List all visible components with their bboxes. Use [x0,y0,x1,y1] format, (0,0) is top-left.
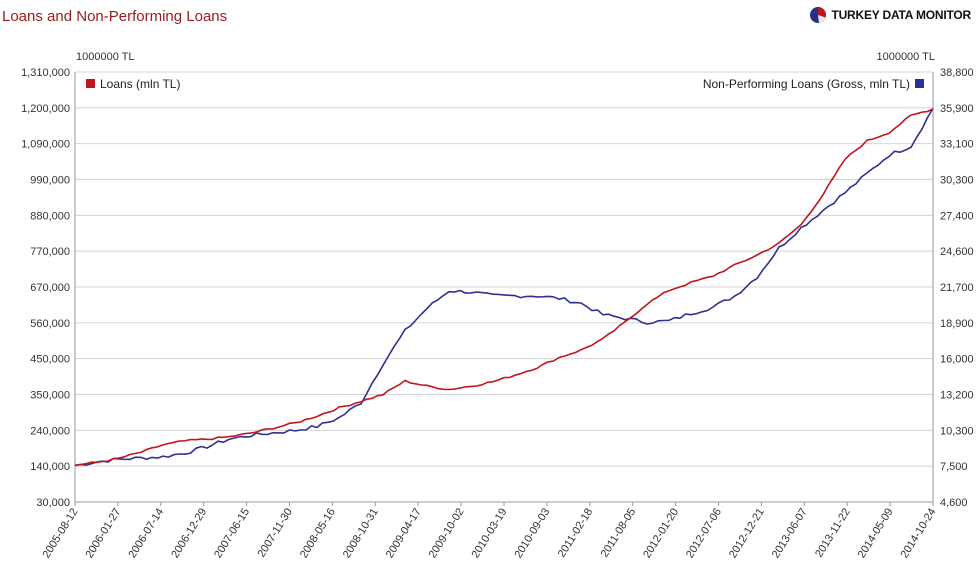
legend-swatch-loans [86,79,95,88]
x-tick-label: 2007-11-30 [255,506,295,559]
series-line-npl [74,108,934,467]
y-right-tick-label: 21,700 [940,282,974,294]
y-right-tick-label: 35,900 [940,103,974,115]
y-left-unit: 1000000 TL [76,51,135,63]
x-tick-label: 2009-10-02 [427,506,467,560]
y-right-tick-label: 4,600 [940,497,968,509]
legend-label-npl: Non-Performing Loans (Gross, mln TL) [703,77,910,91]
y-left-tick-label: 1,090,000 [21,139,70,151]
chart-title: Loans and Non-Performing Loans [2,8,228,25]
y-right-tick-label: 24,600 [940,246,974,258]
y-left-tick-label: 1,200,000 [21,103,70,115]
x-tick-label: 2008-05-16 [298,506,338,560]
y-left-tick-label: 670,000 [30,282,70,294]
x-tick-label: 2013-11-22 [813,506,853,559]
y-right-tick-label: 30,300 [940,175,974,187]
y-left-tick-label: 880,000 [30,210,70,222]
x-tick-label: 2005-08-12 [41,506,81,560]
x-tick-label: 2012-07-06 [684,506,724,560]
y-left-tick-label: 990,000 [30,175,70,187]
x-tick-label: 2010-03-19 [470,506,510,560]
y-right-tick-label: 18,900 [940,318,974,330]
y-right-tick-label: 33,100 [940,139,974,151]
legend-label-loans: Loans (mln TL) [100,77,180,91]
x-tick-label: 2008-10-31 [341,506,381,560]
y-left-tick-label: 350,000 [30,390,70,402]
x-tick-label: 2006-07-14 [126,506,166,560]
y-right-tick-label: 38,800 [940,67,974,79]
x-tick-label: 2014-05-09 [856,506,896,560]
x-tick-label: 2011-08-05 [599,506,639,559]
x-tick-label: 2014-10-24 [899,506,939,560]
y-left-tick-label: 240,000 [30,425,70,437]
x-tick-label: 2007-06-15 [212,506,252,560]
series-line-loans [74,108,934,466]
y-left-tick-label: 450,000 [30,354,70,366]
y-left-tick-label: 1,310,000 [21,67,70,79]
y-left-tick-label: 30,000 [36,497,70,509]
x-tick-label: 2013-06-07 [770,506,810,560]
y-left-tick-label: 560,000 [30,318,70,330]
x-tick-label: 2012-01-20 [641,506,681,560]
y-right-unit: 1000000 TL [876,51,935,63]
y-right-tick-label: 27,400 [940,210,974,222]
y-right-tick-label: 13,200 [940,390,974,402]
legend-swatch-npl [915,79,924,88]
x-tick-label: 2009-04-17 [384,506,424,560]
x-tick-label: 2006-01-27 [83,506,123,560]
x-tick-label: 2006-12-29 [169,506,209,560]
y-right-tick-label: 16,000 [940,354,974,366]
pie-chart-logo-icon [810,7,827,23]
y-left-tick-label: 770,000 [30,246,70,258]
x-tick-label: 2010-09-03 [512,506,552,560]
x-tick-label: 2011-02-18 [556,506,596,559]
x-tick-label: 2012-12-21 [727,506,767,560]
y-right-tick-label: 7,500 [940,461,968,473]
brand-name: TURKEY DATA MONITOR [831,8,971,22]
brand-logo: TURKEY DATA MONITOR [809,6,971,24]
y-left-tick-label: 140,000 [30,461,70,473]
y-right-tick-label: 10,300 [940,425,974,437]
